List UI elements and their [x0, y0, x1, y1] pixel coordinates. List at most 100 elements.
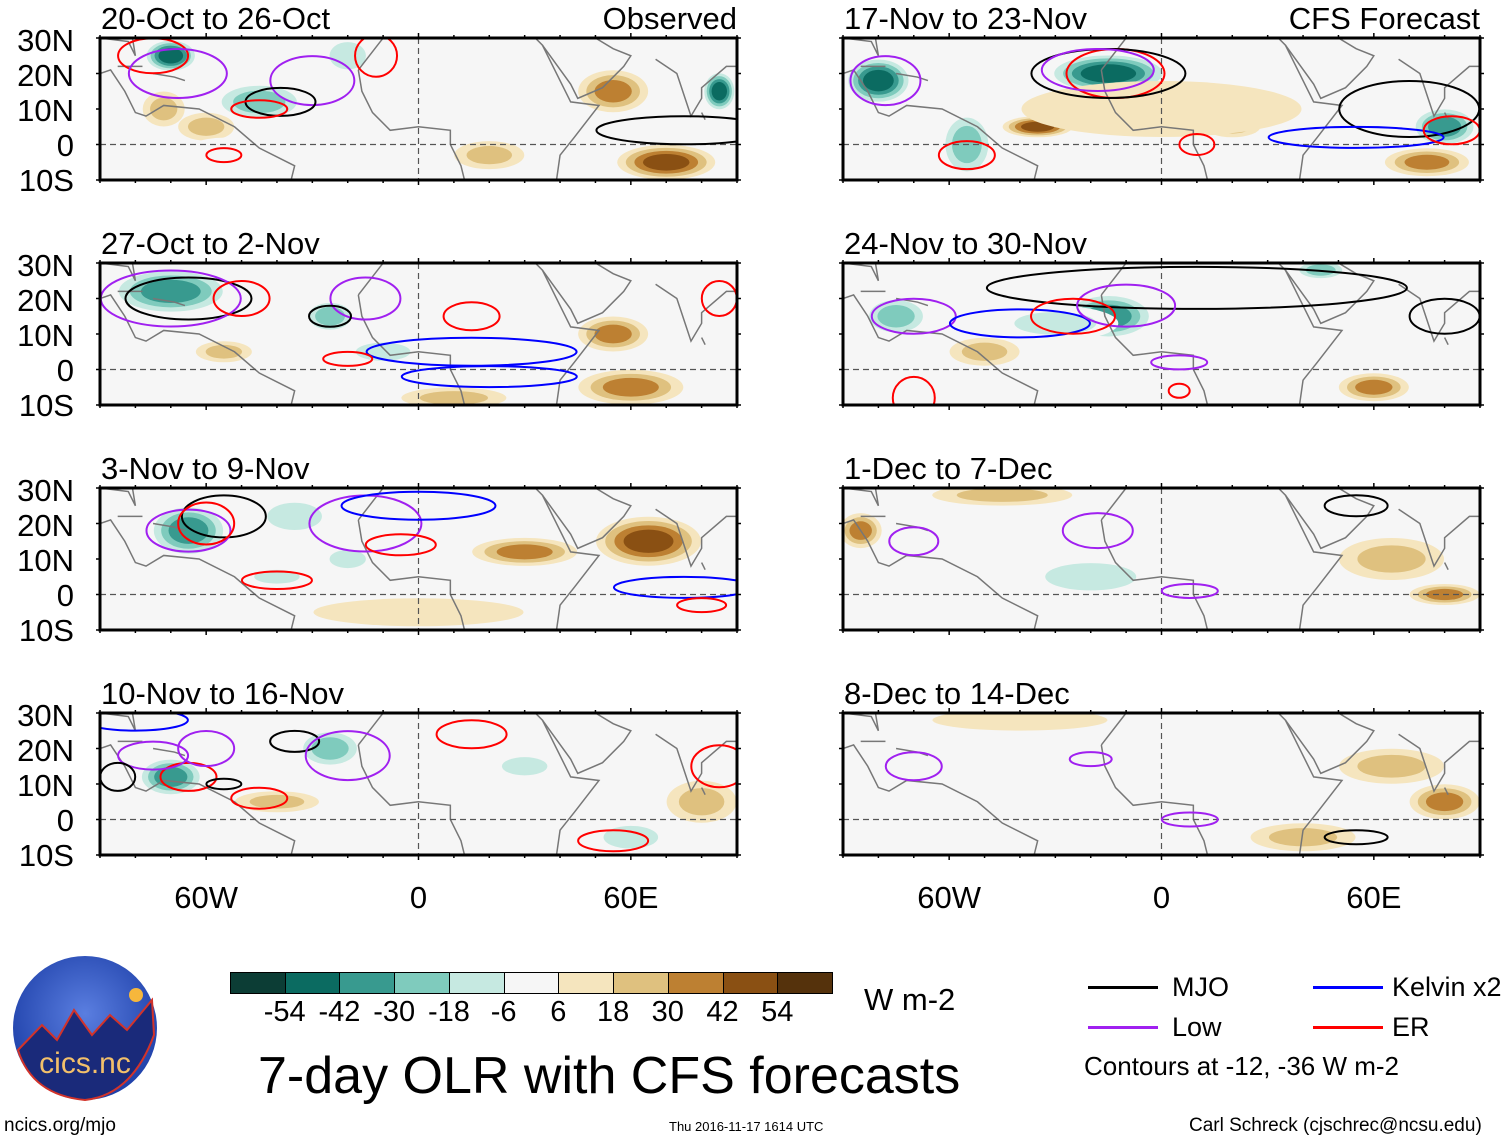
olr-anomaly-shading: [1404, 154, 1450, 170]
contour-kelvin: [400, 365, 578, 389]
coastline: [655, 508, 737, 568]
lat-label: 10S: [18, 613, 74, 648]
contour-er: [354, 38, 399, 78]
olr-anomaly-shading: [1080, 64, 1137, 83]
contour-low: [117, 740, 190, 771]
coastline: [843, 38, 880, 57]
contour-er: [1030, 297, 1117, 335]
panel-title: 17-Nov to 23-Nov: [844, 1, 1087, 36]
cics-logo: cics.nc: [13, 956, 157, 1101]
olr-anomaly-shading: [711, 82, 728, 101]
coastline: [843, 294, 1039, 405]
olr-anomaly-shading: [1021, 763, 1232, 805]
olr-anomaly-shading: [315, 306, 345, 326]
olr-anomaly-shading: [254, 569, 300, 584]
coastline: [1398, 58, 1480, 118]
colorbar-label: -6: [490, 996, 517, 1028]
coastline: [1100, 294, 1209, 405]
lat-label: 30N: [17, 698, 74, 733]
olr-anomaly-shading: [158, 48, 184, 64]
coastline: [1196, 488, 1344, 630]
contour-er: [212, 280, 271, 317]
panel-title: 8-Dec to 14-Dec: [844, 676, 1070, 711]
contour-er: [230, 99, 289, 119]
colorbar-label: -30: [373, 996, 416, 1028]
coastline: [700, 337, 706, 345]
olr-map-panel: [96, 483, 741, 635]
coastline: [1284, 713, 1375, 775]
olr-anomaly-shading: [1357, 545, 1426, 573]
olr-anomaly-shading: [181, 137, 266, 173]
figure-title: 7-day OLR with CFS forecasts: [258, 1047, 961, 1105]
colorbar-swatch: [613, 972, 670, 994]
contour-low: [870, 297, 957, 335]
colorbar-swatch: [394, 972, 451, 994]
contour-low: [329, 276, 402, 321]
contour-er: [240, 570, 313, 591]
olr-map-panel: [839, 258, 1484, 410]
coastline: [1398, 733, 1480, 793]
coastline: [453, 38, 601, 180]
colorbar-label: -18: [427, 996, 470, 1028]
panel-title: 20-Oct to 26-Oct: [101, 1, 331, 36]
olr-anomaly-shading: [603, 825, 659, 849]
lon-label: 60E: [1346, 880, 1402, 915]
colorbar-swatch: [503, 972, 560, 994]
contour-er: [891, 375, 936, 405]
contour-mjo: [124, 276, 253, 321]
coastline: [1398, 508, 1480, 568]
contour-kelvin: [100, 713, 189, 732]
olr-anomaly-shading: [642, 153, 690, 171]
coastline: [700, 787, 706, 795]
olr-map-panel: [839, 33, 1484, 185]
coastline: [541, 38, 632, 100]
coastline: [843, 713, 880, 732]
lat-label: 10N: [17, 768, 74, 803]
contour-mjo: [1323, 829, 1389, 846]
coastline: [1100, 488, 1127, 521]
contour-er: [1178, 133, 1216, 156]
olr-anomaly-shading: [1425, 792, 1464, 812]
contour-er: [690, 744, 737, 789]
lat-label: 10N: [17, 93, 74, 128]
contour-low: [1076, 283, 1177, 328]
coastline: [152, 297, 186, 307]
colorbar-units: W m-2: [864, 982, 956, 1017]
lat-label: 20N: [17, 733, 74, 768]
contour-kelvin: [340, 490, 497, 521]
lon-label: 0: [409, 880, 428, 915]
coastline: [700, 562, 706, 570]
coastline: [357, 713, 384, 746]
colorbar-label: -54: [263, 996, 306, 1028]
contour-kelvin: [948, 308, 1091, 339]
olr-anomaly-shading: [355, 342, 411, 361]
lat-label: 0: [56, 803, 74, 838]
coastline: [1100, 38, 1127, 71]
coastline: [1100, 744, 1209, 855]
olr-anomaly-shading: [1268, 828, 1338, 847]
colorbar-label: 42: [706, 996, 739, 1028]
olr-anomaly-shading: [249, 794, 305, 809]
coastline: [1443, 337, 1449, 345]
coastline: [895, 72, 929, 82]
olr-anomaly-shading: [284, 823, 411, 852]
olr-anomaly-shading: [233, 90, 286, 114]
olr-anomaly-shading: [1169, 502, 1296, 545]
legend-low-swatch: [1088, 1026, 1158, 1029]
footer-link[interactable]: ncics.org/mjo: [4, 1115, 116, 1136]
olr-map-panel: [96, 258, 741, 410]
contour-er: [435, 719, 508, 750]
contour-er: [364, 533, 437, 557]
coastline: [655, 283, 737, 343]
coastline: [1100, 713, 1127, 746]
contour-mjo: [205, 777, 243, 791]
coastline: [100, 519, 296, 630]
lat-label: 10S: [18, 388, 74, 423]
colorbar-label: 30: [651, 996, 684, 1028]
colorbar-swatch: [558, 972, 615, 994]
coastline: [843, 263, 880, 282]
contour-low: [884, 751, 943, 782]
lon-label: 60W: [917, 880, 982, 915]
coastline: [357, 38, 384, 71]
